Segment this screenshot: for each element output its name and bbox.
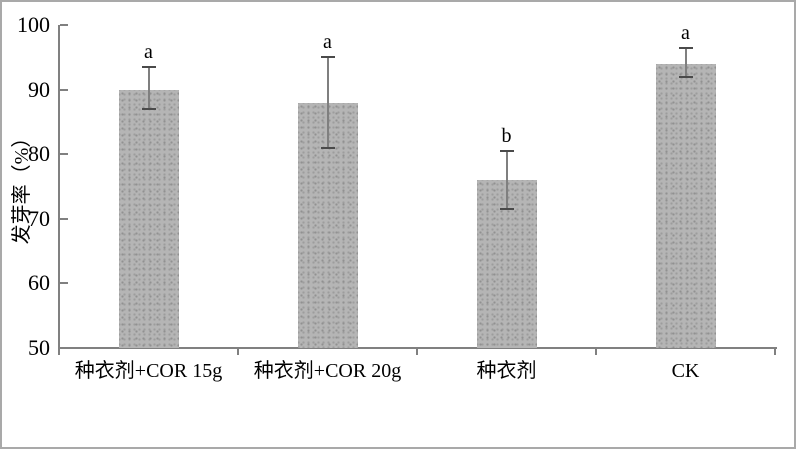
- error-bar: [326, 57, 329, 148]
- bar: [655, 63, 716, 348]
- y-tick: [60, 153, 68, 156]
- x-category-label: 种衣剂: [476, 360, 537, 382]
- y-tick-label: 50: [28, 335, 50, 360]
- y-tick: [60, 347, 68, 349]
- sig-letter: a: [323, 31, 332, 54]
- bar: [476, 180, 537, 348]
- y-tick: [60, 217, 68, 220]
- error-cap-top: [678, 46, 693, 49]
- x-tick: [595, 349, 597, 355]
- y-axis-title: 发芽率（%）: [11, 127, 33, 245]
- error-cap-bottom: [141, 107, 156, 110]
- x-tick: [58, 349, 60, 355]
- y-axis-line: [58, 25, 60, 350]
- y-tick: [60, 24, 68, 26]
- y-tick-label: 60: [28, 270, 50, 296]
- error-cap-bottom: [678, 75, 693, 78]
- error-bar: [505, 150, 508, 210]
- bar: [118, 89, 179, 348]
- y-tick-label: 80: [28, 141, 50, 167]
- error-bar: [147, 66, 150, 109]
- error-cap-top: [499, 149, 514, 152]
- x-axis-line: [58, 347, 777, 349]
- y-tick: [60, 88, 68, 91]
- x-tick: [416, 349, 418, 355]
- sig-letter: a: [144, 40, 153, 63]
- y-tick-label: 90: [28, 76, 50, 102]
- error-bar: [684, 47, 687, 77]
- y-tick-label: 70: [28, 205, 50, 231]
- x-tick: [237, 349, 239, 355]
- error-cap-bottom: [320, 146, 335, 149]
- x-category-label: CK: [671, 360, 700, 382]
- sig-letter: a: [681, 21, 690, 44]
- sig-letter: b: [501, 124, 512, 147]
- error-cap-bottom: [499, 208, 514, 211]
- error-cap-top: [141, 65, 156, 68]
- y-tick: [60, 282, 68, 285]
- y-tick-label: 100: [17, 12, 50, 37]
- x-category-label: 种衣剂+COR 15g: [74, 360, 223, 382]
- error-cap-top: [320, 56, 335, 59]
- x-tick: [774, 349, 776, 355]
- x-category-label: 种衣剂+COR 20g: [253, 360, 402, 382]
